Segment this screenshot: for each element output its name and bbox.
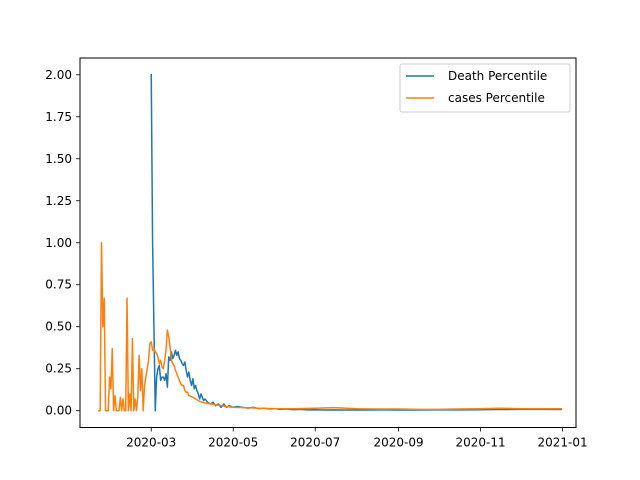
y-tick-label: 1.25 [45, 194, 72, 208]
x-tick-label: 2020-03 [126, 436, 176, 450]
series-line-death [150, 74, 562, 412]
y-tick-label: 1.00 [45, 236, 72, 250]
x-tick-label: 2020-07 [290, 436, 340, 450]
y-axis: 0.00 0.25 0.50 0.75 1.00 1.25 1.50 1.75 2.00 [45, 68, 80, 418]
x-tick-label: 2021-01 [537, 436, 587, 450]
series-line-cases [98, 242, 562, 412]
y-tick-label: 1.50 [45, 152, 72, 166]
legend-label-cases: cases Percentile [448, 91, 545, 105]
legend-label-death: Death Percentile [448, 69, 547, 83]
y-tick-label: 0.75 [45, 278, 72, 292]
series-layer [98, 74, 562, 412]
y-tick-label: 0.00 [45, 404, 72, 418]
legend-box [399, 63, 571, 113]
legend: Death Percentile cases Percentile [399, 63, 571, 113]
x-tick-label: 2020-09 [373, 436, 423, 450]
x-axis: 2020-03 2020-05 2020-07 2020-09 2020-11 2021-… [126, 427, 588, 450]
y-tick-label: 1.75 [45, 110, 72, 124]
y-tick-label: 0.25 [45, 362, 72, 376]
y-tick-label: 0.50 [45, 320, 72, 334]
y-tick-label: 2.00 [45, 68, 72, 82]
x-tick-label: 2020-05 [208, 436, 258, 450]
x-tick-label: 2020-11 [455, 436, 505, 450]
